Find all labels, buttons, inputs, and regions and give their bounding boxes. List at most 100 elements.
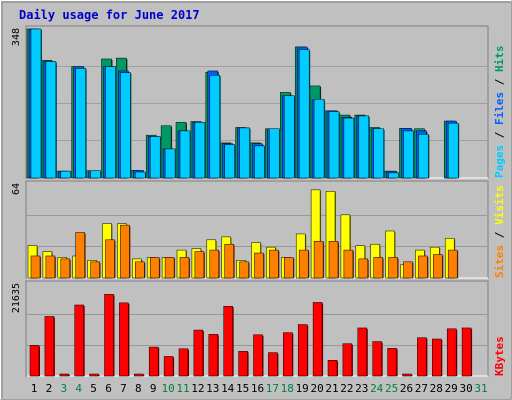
bar-sites-day-22 — [343, 249, 354, 279]
bar-kbytes-day-3 — [59, 373, 70, 377]
legend-separator: / — [493, 225, 506, 245]
bar-kbytes-day-13 — [208, 334, 219, 377]
bar-sites-day-18 — [284, 257, 294, 279]
x-tick-label: 24 — [370, 382, 384, 395]
x-tick-label: 5 — [90, 382, 97, 395]
bar-kbytes-day-25 — [387, 348, 397, 377]
chart-panels: 348 Pages / Files / Hits 64 Sites / Visits 2… — [11, 25, 506, 377]
legend-entry-hits: Hits — [493, 46, 506, 73]
x-tick-label: 15 — [236, 382, 249, 395]
bar-kbytes-day-4 — [74, 304, 84, 377]
bar-sites-day-19 — [298, 249, 309, 279]
bar-sites-day-26 — [403, 261, 413, 279]
x-tick-label: 29 — [445, 382, 458, 395]
bar-pages-day-3 — [60, 170, 72, 179]
x-tick-label: 6 — [105, 382, 112, 395]
bar-pages-day-14 — [224, 144, 235, 179]
x-tick-label: 28 — [430, 382, 443, 395]
bar-sites-day-25 — [388, 257, 398, 279]
bar-kbytes-day-7 — [119, 302, 129, 377]
bar-sites-day-23 — [358, 258, 369, 279]
bar-pages-day-17 — [269, 128, 280, 179]
bar-sites-day-17 — [269, 249, 279, 279]
bar-pages-day-19 — [298, 49, 310, 179]
bar-kbytes-day-1 — [29, 345, 40, 377]
x-tick-label: 27 — [415, 382, 428, 395]
x-tick-label: 11 — [176, 382, 189, 395]
x-tick-label: 25 — [385, 382, 398, 395]
bar-pages-day-1 — [30, 28, 42, 179]
bar-pages-day-9 — [149, 136, 161, 179]
bar-kbytes-day-18 — [283, 332, 293, 377]
bar-kbytes-day-21 — [327, 360, 338, 377]
bar-sites-day-13 — [209, 249, 220, 279]
bar-pages-day-18 — [284, 95, 295, 179]
x-tick-label: 26 — [400, 382, 413, 395]
legend-visits-sites: Sites / Visits — [493, 185, 506, 278]
bar-kbytes-day-6 — [104, 294, 114, 377]
bar-pages-day-4 — [75, 68, 86, 179]
chart-title: Daily usage for June 2017 — [19, 8, 200, 22]
bar-pages-day-15 — [239, 127, 250, 179]
bar-pages-day-8 — [135, 171, 146, 179]
x-tick-label: 8 — [135, 382, 142, 395]
bar-pages-day-7 — [120, 72, 131, 179]
panel-pages-files-hits: 348 Pages / Files / Hits — [11, 25, 506, 179]
x-tick-label: 1 — [31, 382, 38, 395]
bar-pages-day-5 — [90, 170, 101, 179]
x-tick-label: 3 — [60, 382, 67, 395]
bar-pages-day-25 — [388, 172, 399, 179]
bar-kbytes-day-8 — [134, 373, 144, 377]
panel-visits-sites: 64 Sites / Visits — [11, 180, 506, 279]
bar-kbytes-day-23 — [357, 327, 368, 377]
bar-sites-day-21 — [328, 241, 339, 279]
bar-kbytes-day-11 — [178, 348, 189, 377]
bar-pages-day-23 — [358, 115, 370, 179]
x-tick-label: 30 — [459, 382, 472, 395]
bar-pages-day-13 — [209, 74, 221, 179]
x-tick-label: 10 — [161, 382, 174, 395]
legend-pages-files-hits: Pages / Files / Hits — [493, 46, 506, 179]
legend-entry-files: Files — [493, 92, 506, 125]
bar-sites-day-8 — [135, 261, 145, 279]
x-tick-label: 16 — [251, 382, 264, 395]
bar-kbytes-day-29 — [446, 328, 457, 377]
bar-sites-day-28 — [433, 254, 443, 279]
bar-sites-day-16 — [254, 252, 264, 279]
x-tick-label: 2 — [46, 382, 53, 395]
bar-kbytes-day-30 — [461, 327, 472, 377]
x-tick-label: 21 — [325, 382, 338, 395]
bar-kbytes-day-24 — [372, 341, 382, 377]
legend-entry-pages: Pages — [493, 145, 506, 178]
bar-kbytes-day-9 — [148, 346, 159, 377]
legend-separator: / — [493, 72, 506, 92]
bar-kbytes-day-5 — [89, 373, 99, 377]
bar-sites-day-11 — [179, 257, 190, 279]
bar-kbytes-day-19 — [297, 324, 308, 377]
bar-sites-day-5 — [90, 261, 100, 279]
bar-kbytes-day-16 — [253, 334, 263, 377]
bar-sites-day-14 — [224, 243, 234, 279]
bar-sites-day-15 — [239, 261, 249, 279]
legend-entry-sites: Sites — [493, 245, 506, 278]
x-tick-label: 31 — [474, 382, 487, 395]
x-tick-label: 19 — [296, 382, 309, 395]
bar-kbytes-day-17 — [268, 352, 278, 377]
bar-sites-day-10 — [164, 257, 175, 279]
bar-pages-day-24 — [373, 128, 384, 179]
bar-kbytes-day-26 — [402, 373, 412, 377]
bar-kbytes-day-20 — [312, 302, 323, 377]
bar-sites-day-20 — [313, 241, 324, 279]
legend-entry-visits: Visits — [493, 185, 506, 225]
panel-kbytes: 21635 KBytes — [11, 280, 506, 377]
bar-sites-day-24 — [373, 257, 383, 279]
x-tick-label: 20 — [310, 382, 323, 395]
bar-pages-day-2 — [45, 61, 57, 179]
x-tick-label: 12 — [191, 382, 204, 395]
bar-sites-day-1 — [30, 255, 41, 279]
y-max-label: 21635 — [11, 283, 22, 313]
bar-kbytes-day-2 — [44, 316, 55, 377]
legend-separator: / — [493, 125, 506, 145]
bar-sites-day-7 — [120, 224, 130, 279]
